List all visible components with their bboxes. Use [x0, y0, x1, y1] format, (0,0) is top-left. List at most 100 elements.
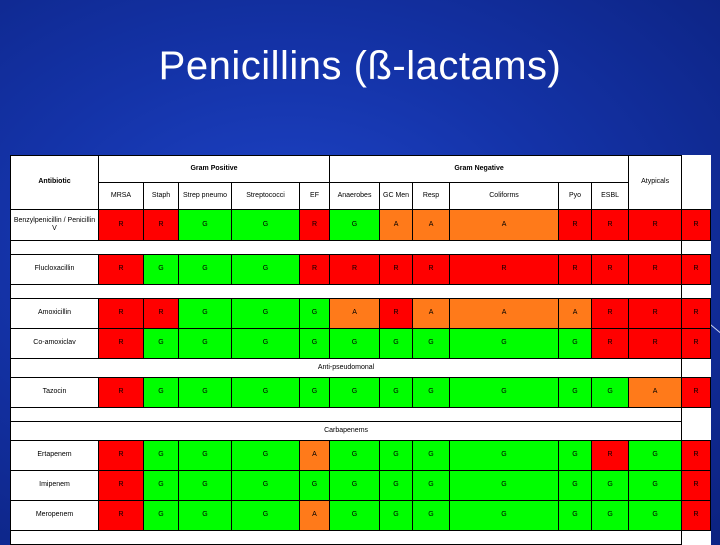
susceptibility-cell: R: [628, 298, 683, 329]
susceptibility-cell: G: [231, 298, 300, 329]
slide-title: Penicillins (ß-lactams): [158, 44, 562, 88]
header-gram-negative: Gram Negative: [329, 155, 630, 183]
susceptibility-cell: G: [449, 377, 560, 408]
susceptibility-cell: G: [143, 470, 179, 501]
susceptibility-cell: R: [98, 254, 144, 285]
table-body: Antibiotic Gram Positive Gram Negative A…: [9, 155, 711, 545]
susceptibility-cell: G: [329, 377, 381, 408]
susceptibility-cell: R: [591, 254, 630, 285]
susceptibility-cell: G: [178, 209, 232, 241]
spacer-row: [9, 284, 711, 299]
susceptibility-cell: G: [412, 500, 451, 531]
susceptibility-cell: R: [412, 254, 451, 285]
susceptibility-cell: R: [379, 298, 414, 329]
susceptibility-cell: A: [298, 440, 331, 471]
susceptibility-cell: R: [681, 298, 711, 329]
table-row: Meropenem R G G G A G G G G G G G R: [10, 500, 711, 531]
table-row: Ertapenem R G G G A G G G G G R G R: [10, 440, 711, 471]
susceptibility-cell: G: [178, 254, 232, 285]
col-coliforms: Coliforms: [449, 182, 560, 210]
susceptibility-cell: R: [143, 298, 179, 329]
susceptibility-cell: G: [449, 500, 560, 531]
susceptibility-cell: G: [412, 440, 451, 471]
column-header-row: MRSA Staph Strep pneumo Streptococci EF …: [11, 182, 711, 210]
susceptibility-cell: G: [143, 440, 179, 471]
susceptibility-cell: G: [178, 500, 232, 531]
susceptibility-cell: A: [449, 298, 560, 329]
susceptibility-cell: A: [558, 298, 593, 329]
susceptibility-cell: R: [558, 254, 593, 285]
susceptibility-cell: R: [591, 298, 630, 329]
susceptibility-cell: A: [412, 209, 451, 241]
susceptibility-cell: G: [178, 377, 232, 408]
susceptibility-cell: G: [379, 470, 414, 501]
susceptibility-cell: G: [231, 254, 300, 285]
table-row: Tazocin R G G G G G G G G G G A R: [10, 377, 711, 408]
header-antibiotic: Antibiotic: [10, 155, 99, 210]
susceptibility-cell: G: [558, 328, 593, 359]
table-row: Flucloxacillin R G G G R R R R R R R R R: [10, 254, 711, 285]
susceptibility-cell: G: [231, 377, 300, 408]
susceptibility-cell: G: [379, 328, 414, 359]
susceptibility-cell: G: [231, 470, 300, 501]
susceptibility-cell: G: [178, 328, 232, 359]
col-resp: Resp: [412, 182, 451, 210]
col-strep-pneumo: Strep pneumo: [178, 182, 232, 210]
drug-name: Imipenem: [10, 470, 99, 501]
susceptibility-cell: G: [231, 328, 300, 359]
susceptibility-cell: R: [681, 470, 711, 501]
spacer-cell: [9, 407, 683, 422]
header-row: Antibiotic Gram Positive Gram Negative A…: [10, 155, 711, 210]
susceptibility-cell: G: [558, 377, 593, 408]
susceptibility-cell: G: [329, 500, 381, 531]
susceptibility-cell: R: [628, 328, 683, 359]
susceptibility-cell: R: [681, 328, 711, 359]
susceptibility-cell: G: [449, 440, 560, 471]
table-row: Amoxicillin R R G G G A R A A A R R R: [10, 298, 711, 329]
susceptibility-cell: G: [449, 328, 560, 359]
susceptibility-cell: R: [98, 209, 144, 241]
susceptibility-cell: G: [379, 440, 414, 471]
susceptibility-cell: G: [231, 500, 300, 531]
susceptibility-cell: A: [412, 298, 451, 329]
col-anaerobes: Anaerobes: [329, 182, 381, 210]
susceptibility-cell: G: [143, 254, 179, 285]
susceptibility-cell: G: [449, 470, 560, 501]
col-staph: Staph: [143, 182, 179, 210]
antibiotic-table: Antibiotic Gram Positive Gram Negative A…: [9, 155, 711, 545]
susceptibility-cell: G: [329, 328, 381, 359]
susceptibility-cell: G: [412, 377, 451, 408]
section-label: Anti-pseudomonal: [9, 358, 683, 378]
susceptibility-cell: R: [591, 209, 630, 241]
susceptibility-cell: R: [298, 254, 331, 285]
drug-name: Meropenem: [10, 500, 99, 531]
susceptibility-cell: G: [628, 500, 683, 531]
drug-name: Ertapenem: [10, 440, 99, 471]
spacer-row: [9, 530, 711, 545]
susceptibility-cell: G: [143, 328, 179, 359]
header-gram-positive: Gram Positive: [97, 155, 331, 183]
susceptibility-cell: R: [681, 254, 711, 285]
section-row: Carbapenems: [9, 421, 711, 441]
spacer-row: [9, 240, 711, 255]
susceptibility-cell: R: [681, 500, 711, 531]
susceptibility-cell: R: [681, 209, 711, 241]
susceptibility-cell: R: [329, 254, 381, 285]
susceptibility-cell: G: [412, 328, 451, 359]
susceptibility-cell: G: [412, 470, 451, 501]
susceptibility-cell: G: [558, 470, 593, 501]
table-row: Co-amoxiclav R G G G G G G G G G R R R: [10, 328, 711, 359]
susceptibility-cell: G: [329, 209, 381, 241]
susceptibility-cell: G: [178, 440, 232, 471]
susceptibility-cell: G: [231, 209, 300, 241]
susceptibility-cell: G: [178, 298, 232, 329]
susceptibility-cell: A: [449, 209, 560, 241]
spacer-cell: [9, 284, 683, 299]
col-gc-men: GC Men: [379, 182, 414, 210]
susceptibility-cell: G: [329, 440, 381, 471]
susceptibility-cell: R: [98, 440, 144, 471]
section-label: Carbapenems: [9, 421, 683, 441]
drug-name: Tazocin: [10, 377, 99, 408]
susceptibility-cell: R: [591, 328, 630, 359]
